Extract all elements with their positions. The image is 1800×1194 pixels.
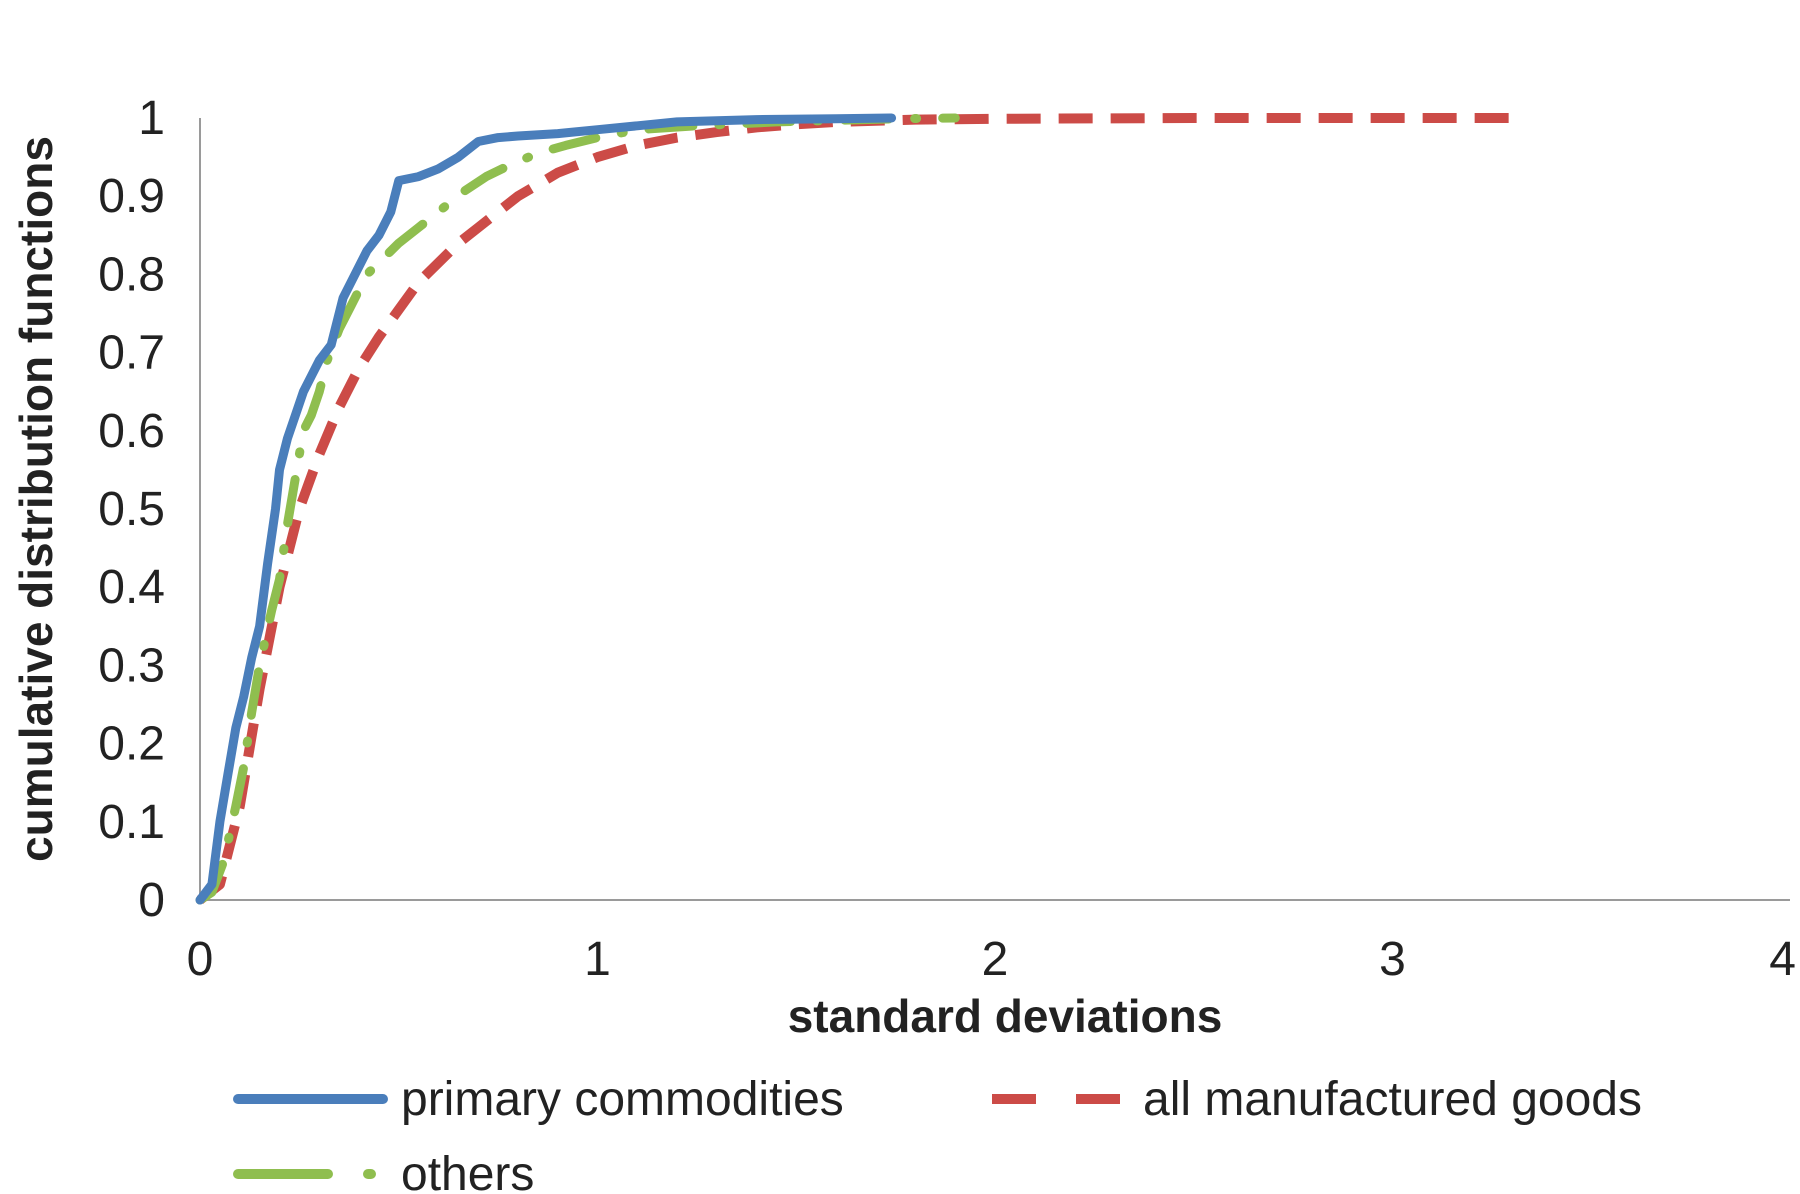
y-tick-label: 0.6: [98, 405, 165, 458]
series-line-primary-commodities: [195, 113, 897, 905]
y-tick-label: 0.2: [98, 718, 165, 771]
y-tick-label: 0: [138, 874, 165, 927]
y-tick-label: 0.8: [98, 248, 165, 301]
y-tick-label: 0.5: [98, 483, 165, 536]
x-tick-label: 1: [584, 933, 611, 986]
y-tick-label: 1: [138, 92, 165, 145]
x-tick-label: 0: [187, 933, 214, 986]
y-tick-label: 0.9: [98, 170, 165, 223]
y-axis-title: cumulative distribution functions: [10, 136, 62, 862]
series-lines: [195, 113, 1512, 905]
x-tick-labels: 0 1 2 3 4: [187, 933, 1796, 986]
series-line-others: [195, 113, 960, 905]
y-tick-label: 0.4: [98, 561, 165, 614]
axes: [199, 118, 1790, 901]
y-tick-label: 0.7: [98, 327, 165, 380]
legend-label: all manufactured goods: [1143, 1073, 1642, 1126]
legend-label: others: [401, 1148, 534, 1194]
y-tick-labels: 0 0.1 0.2 0.3 0.4 0.5 0.6 0.7 0.8 0.9 1: [98, 92, 165, 927]
legend-label: primary commodities: [401, 1073, 844, 1126]
legend: primary commodities all manufactured good…: [233, 1073, 1642, 1194]
x-tick-label: 2: [982, 933, 1009, 986]
x-tick-label: 4: [1769, 933, 1796, 986]
y-tick-label: 0.3: [98, 639, 165, 692]
x-tick-label: 3: [1379, 933, 1406, 986]
y-tick-label: 0.1: [98, 796, 165, 849]
series-line-all-manufactured-goods: [196, 113, 1512, 904]
x-axis-title: standard deviations: [788, 990, 1223, 1042]
